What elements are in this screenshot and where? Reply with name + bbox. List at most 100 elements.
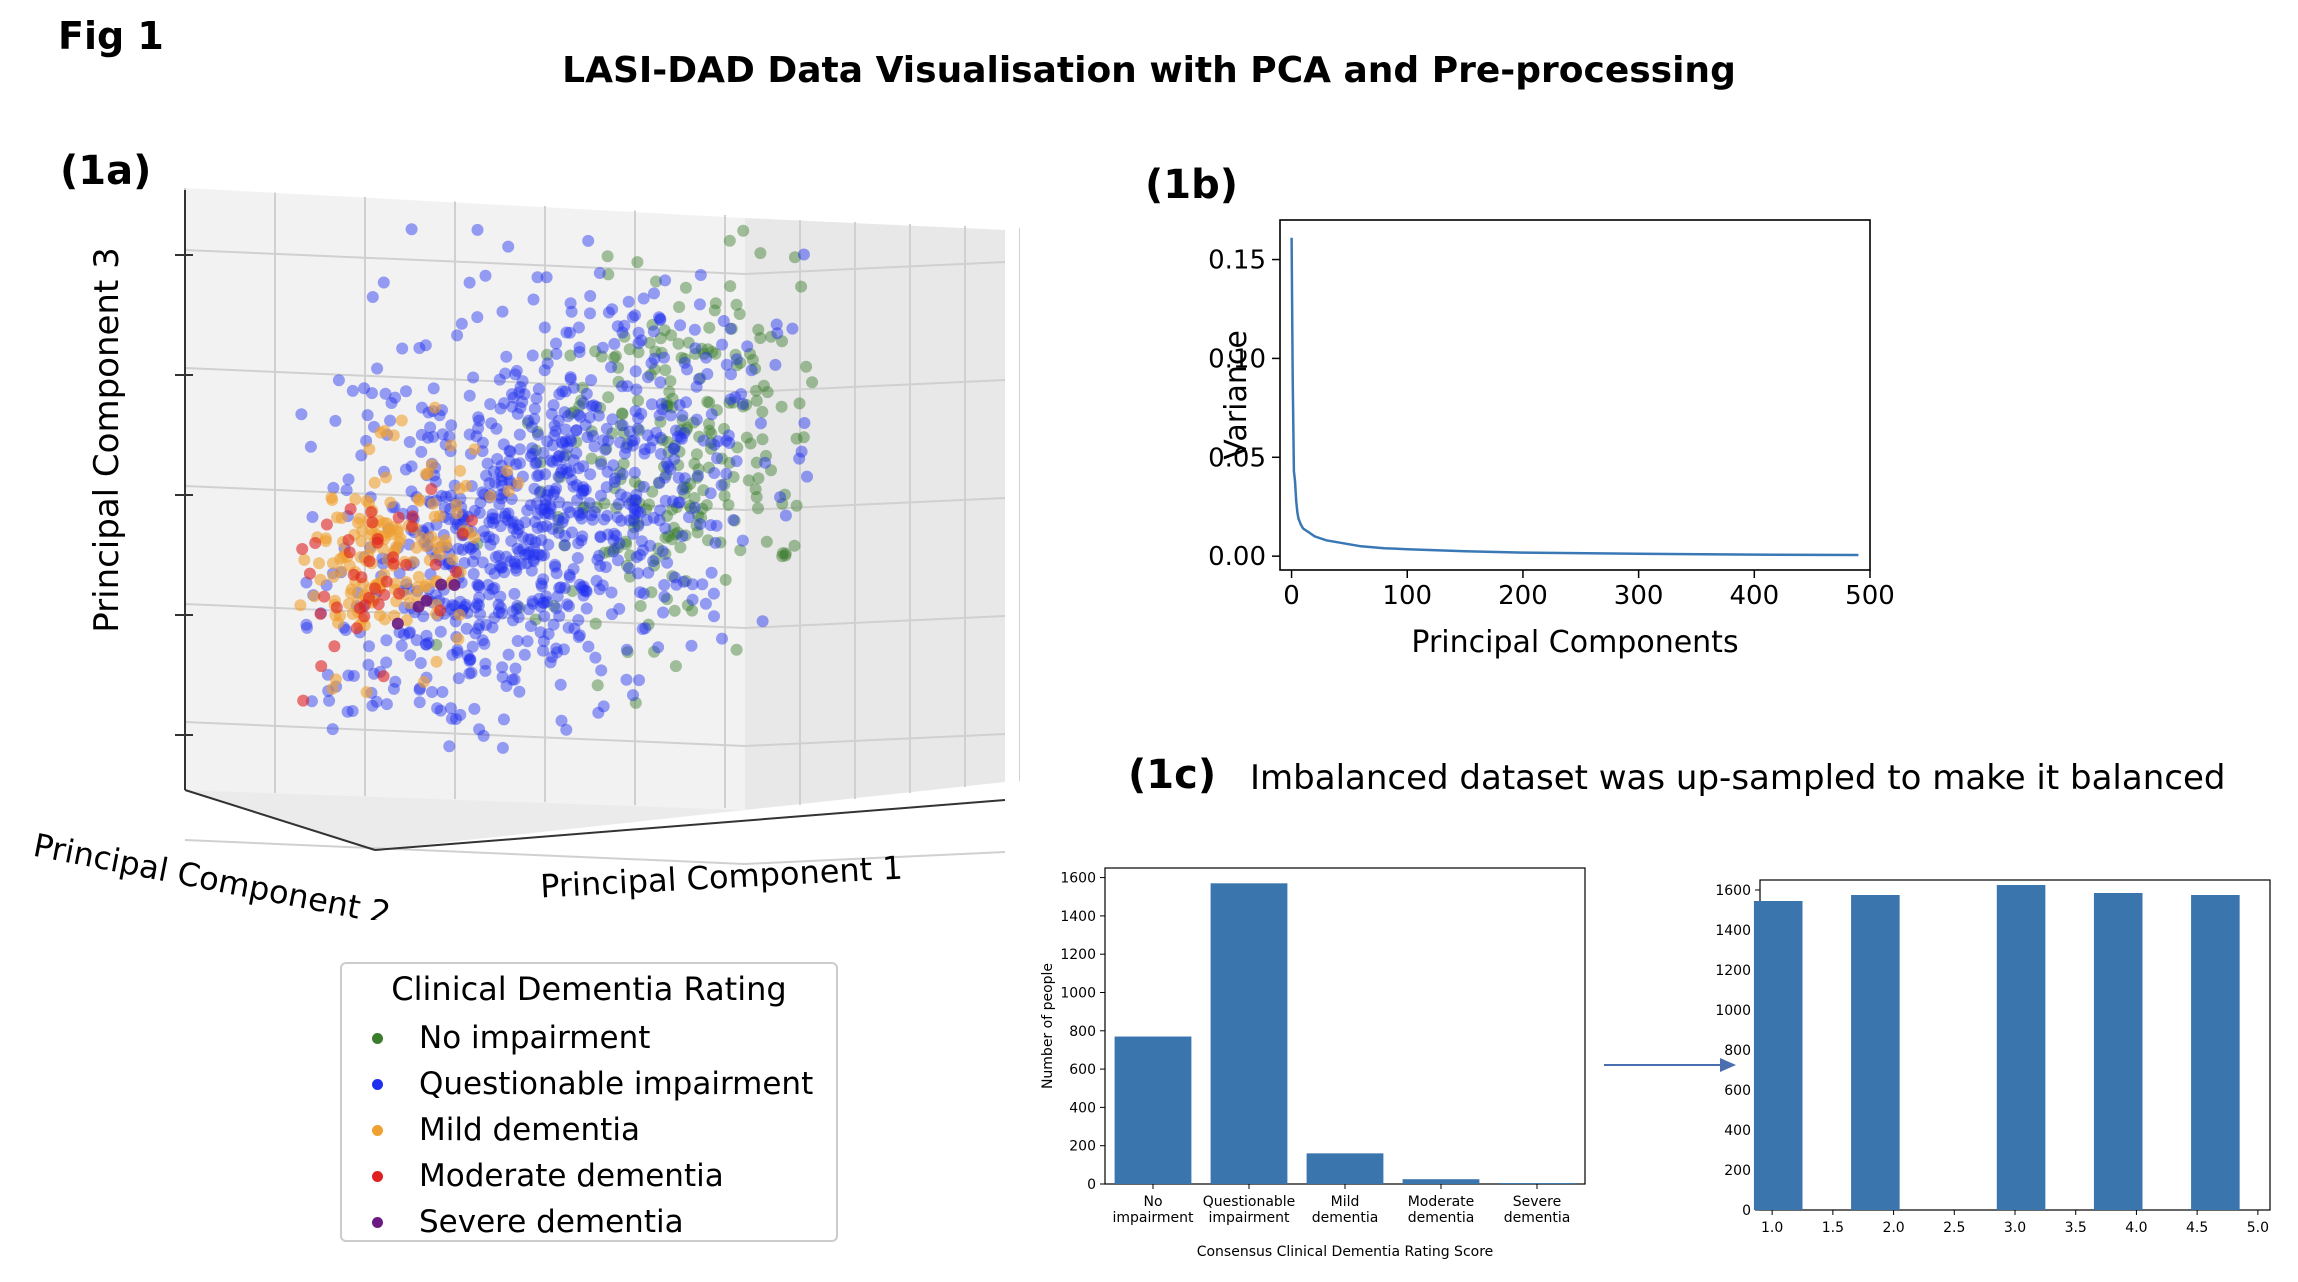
scatter-point	[589, 651, 602, 664]
scatter-point	[567, 563, 580, 575]
scatter-point	[663, 385, 676, 398]
scatter-point	[554, 678, 567, 691]
scatter-point	[756, 433, 769, 446]
scatter-point	[611, 541, 624, 554]
scatter-point	[445, 712, 458, 725]
scatter-point	[658, 590, 671, 603]
scatter-point	[617, 426, 630, 439]
scatter-point	[435, 578, 448, 591]
scatter-point	[776, 335, 788, 348]
scatter-point	[371, 362, 384, 375]
scatter-point	[585, 425, 598, 438]
scatter-point	[723, 396, 736, 409]
scatter-point	[507, 515, 520, 528]
scatter-point	[526, 421, 538, 433]
legend-title: Clinical Dementia Rating	[391, 970, 787, 1008]
scatter-point	[632, 412, 645, 425]
scatter-point	[680, 396, 692, 409]
scatter-point	[420, 638, 433, 651]
scatter-point	[720, 358, 733, 371]
scatter-point	[565, 473, 578, 486]
scatter-point	[558, 582, 571, 594]
scatter-point	[502, 648, 515, 661]
scatter-point	[466, 555, 479, 568]
scatter-point	[632, 337, 645, 350]
scatter-point	[493, 373, 506, 386]
scatter-point	[648, 352, 661, 365]
scatter-point	[473, 414, 486, 427]
scatter-point	[395, 414, 408, 427]
scatter-point	[373, 609, 386, 622]
scatter-point	[653, 409, 666, 422]
scatter-point	[342, 534, 355, 546]
scatter-point	[474, 608, 487, 621]
scatter-point	[551, 646, 563, 659]
scatter-point	[708, 610, 720, 623]
scatter-point	[538, 597, 551, 609]
scatter-point	[553, 496, 566, 509]
scatter-point	[512, 476, 525, 489]
scatter-point	[756, 615, 769, 628]
scatter-point	[614, 419, 627, 432]
scatter-point	[444, 439, 457, 452]
scatter-point	[649, 552, 662, 565]
x-axis-label: Principal Components	[1411, 625, 1738, 660]
scatter-point	[661, 510, 673, 522]
x-tick-label: impairment	[1208, 1210, 1290, 1226]
scatter-point	[552, 514, 565, 526]
x-tick-label: 200	[1498, 581, 1548, 611]
scatter-point	[525, 533, 538, 546]
scatter-point	[606, 303, 619, 316]
scatter-point	[636, 623, 649, 635]
scatter-point	[561, 467, 574, 479]
scatter-point	[673, 445, 686, 458]
scatter-point	[752, 472, 765, 485]
scatter-point	[469, 627, 482, 640]
scatter-point	[765, 464, 777, 477]
scatter-point	[626, 311, 639, 324]
scatter-point	[718, 489, 731, 502]
chart-1c-left-bar: 02004006008001000120014001600Noimpairmen…	[1040, 867, 1586, 1260]
scatter-point	[594, 560, 607, 572]
scatter-point	[607, 459, 620, 472]
scatter-point	[580, 387, 593, 400]
scatter-point	[429, 558, 442, 571]
scatter-point	[436, 428, 449, 441]
scatter-point	[730, 298, 743, 311]
scatter-point	[797, 431, 810, 444]
scatter-point	[667, 521, 680, 534]
scatter-point	[514, 401, 527, 414]
scatter-point	[630, 383, 643, 396]
scatter-point	[507, 522, 520, 535]
scatter-point	[450, 565, 462, 578]
scatter-point	[760, 535, 773, 548]
scatter-point	[608, 351, 621, 364]
bar	[1498, 1183, 1576, 1184]
scatter-point	[454, 464, 467, 477]
scatter-point	[664, 409, 677, 422]
scatter-point	[427, 382, 440, 395]
scatter-point	[406, 520, 419, 533]
scatter-point	[645, 586, 658, 599]
side-pane	[745, 218, 1005, 810]
scatter-point	[652, 542, 665, 555]
scatter-point	[493, 560, 506, 572]
scatter-point	[557, 451, 570, 464]
scatter-point	[620, 673, 633, 686]
scatter-point	[567, 454, 580, 467]
scatter-point	[556, 385, 569, 398]
scatter-point	[466, 640, 479, 653]
scatter-point	[577, 580, 590, 593]
scatter-point	[425, 483, 438, 496]
scatter-point	[384, 528, 397, 541]
scatter-point	[548, 429, 561, 442]
scatter-point	[458, 557, 471, 569]
scatter-point	[525, 620, 537, 632]
scatter-point	[353, 602, 366, 615]
scatter-point	[573, 629, 586, 642]
scatter-point	[378, 588, 391, 601]
scatter-point	[643, 498, 655, 511]
scatter-point	[750, 384, 763, 397]
scatter-point	[363, 640, 375, 653]
scatter-point	[478, 637, 491, 650]
